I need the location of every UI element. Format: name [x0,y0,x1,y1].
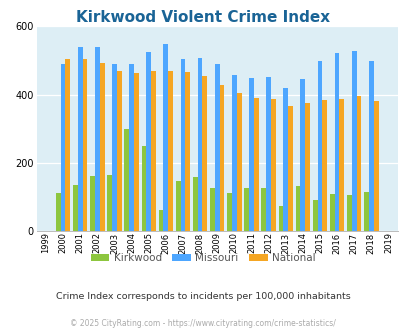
Bar [236,93,241,231]
Bar [78,47,82,231]
Bar [244,188,248,231]
Bar [209,188,214,231]
Bar [73,185,78,231]
Bar [373,101,377,231]
Bar [322,100,326,231]
Bar [278,207,283,231]
Bar [168,71,173,231]
Bar [295,186,300,231]
Bar [82,59,87,231]
Bar [100,63,104,231]
Bar [60,64,65,231]
Text: © 2025 CityRating.com - https://www.cityrating.com/crime-statistics/: © 2025 CityRating.com - https://www.city… [70,319,335,328]
Bar [305,103,309,231]
Bar [197,58,202,231]
Bar [163,44,168,231]
Bar [226,193,231,231]
Bar [151,71,156,231]
Bar [175,181,180,231]
Text: Kirkwood Violent Crime Index: Kirkwood Violent Crime Index [76,10,329,25]
Bar [134,74,139,231]
Bar [253,98,258,231]
Bar [158,210,163,231]
Bar [146,52,151,231]
Bar [124,129,129,231]
Bar [270,99,275,231]
Bar [248,78,253,231]
Bar [266,77,270,231]
Bar [56,193,60,231]
Legend: Kirkwood, Missouri, National: Kirkwood, Missouri, National [86,249,319,267]
Bar [192,177,197,231]
Bar [346,194,351,231]
Bar [363,192,368,231]
Bar [261,188,266,231]
Bar [288,106,292,231]
Bar [202,76,207,231]
Bar [317,61,322,231]
Bar [214,64,219,231]
Bar [312,200,317,231]
Bar [368,60,373,231]
Bar [112,64,117,231]
Bar [283,88,288,231]
Bar [339,99,343,231]
Bar [219,85,224,231]
Bar [185,72,190,231]
Bar [65,59,70,231]
Bar [141,146,146,231]
Bar [356,96,360,231]
Bar [107,175,112,231]
Bar [129,64,134,231]
Bar [95,47,100,231]
Bar [334,53,339,231]
Bar [300,79,305,231]
Bar [180,59,185,231]
Bar [231,75,236,231]
Bar [90,176,95,231]
Bar [351,51,356,231]
Bar [329,194,334,231]
Text: Crime Index corresponds to incidents per 100,000 inhabitants: Crime Index corresponds to incidents per… [55,292,350,301]
Bar [117,71,121,231]
